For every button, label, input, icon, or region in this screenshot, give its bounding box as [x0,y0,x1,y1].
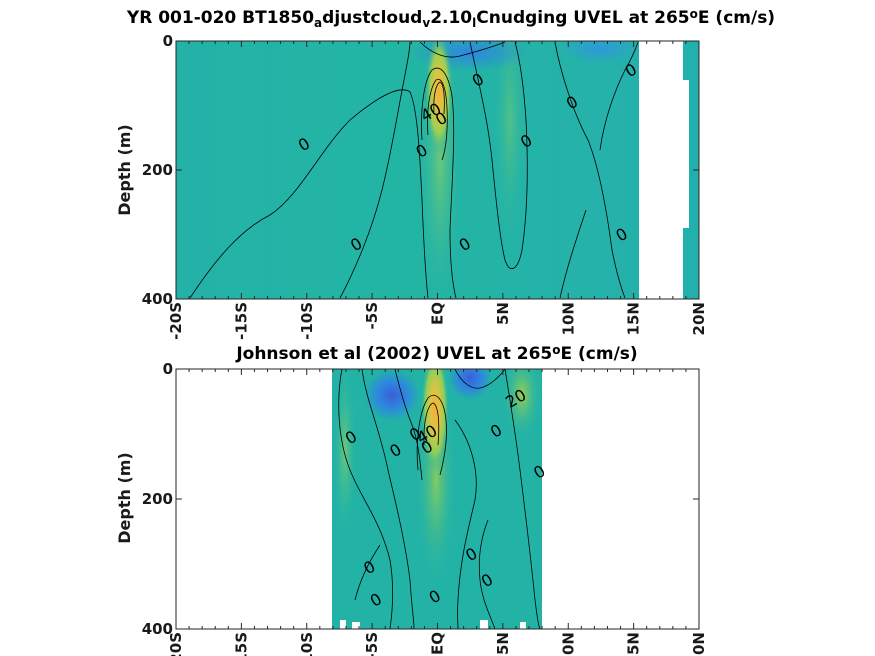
chart-title: Johnson et al (2002) UVEL at 265oE (cm/s… [235,343,637,364]
x-tick-label: -5S [363,632,381,656]
title-part: djustcloud [322,8,422,28]
x-tick-label: -20S [167,632,185,656]
title-part: Cnudging UVEL at 265 [476,8,689,28]
x-tick-label: -10S [298,302,316,340]
x-tick-label: -15S [232,302,250,340]
y-tick-label: 200 [142,161,173,179]
y-axis-label: Depth (m) [115,452,134,544]
title-part: v [422,16,430,30]
y-tick-label: 200 [142,490,173,508]
title-part: Johnson et al (2002) UVEL at 265 [235,344,552,364]
x-tick-label: 10N [559,302,577,335]
title-part: o [690,7,698,21]
y-tick-label: 0 [163,360,173,378]
heatmap-field [332,369,542,629]
x-tick-label: -15S [232,632,250,656]
x-axis-tick-labels: -20S -15S -10S -5S EQ 5N 10N 15N 20N [167,632,708,656]
title-part: E (cm/s) [560,344,637,364]
x-tick-label: 20N [690,302,708,335]
x-tick-label: 20N [690,632,708,656]
x-tick-label: -10S [298,632,316,656]
x-tick-label: 5N [494,632,512,655]
x-axis-ticks [175,368,700,630]
y-tick-label: 400 [142,620,173,638]
x-tick-label: 15N [625,632,643,656]
title-part: YR 001-020 BT1850 [126,8,314,28]
title-part: l [472,16,476,30]
x-tick-label: -20S [167,302,185,340]
y-tick-label: 0 [163,32,173,50]
x-tick-label: EQ [429,302,447,325]
x-tick-label: -5S [363,302,381,329]
title-part: 2.10 [430,8,472,28]
x-axis-tick-labels: -20S -15S -10S -5S EQ 5N 10N 15N 20N [167,302,708,340]
chart-title: YR 001-020 BT1850adjustcloudv2.10lCnudgi… [126,7,775,31]
y-axis-tick-labels: 0 200 400 [142,32,173,308]
x-tick-label: EQ [429,632,447,655]
y-axis-label: Depth (m) [115,124,134,216]
x-tick-label: 15N [625,302,643,335]
contour-lines [189,41,639,299]
x-tick-label: 10N [559,632,577,656]
y-tick-label: 400 [142,290,173,308]
title-part: E (cm/s) [698,8,775,28]
title-part: a [314,16,322,30]
title-part: o [552,343,560,357]
y-axis-tick-labels: 0 200 400 [142,360,173,638]
contour-lines [338,369,541,629]
x-axis-ticks [175,40,700,300]
x-tick-label: 5N [494,302,512,325]
